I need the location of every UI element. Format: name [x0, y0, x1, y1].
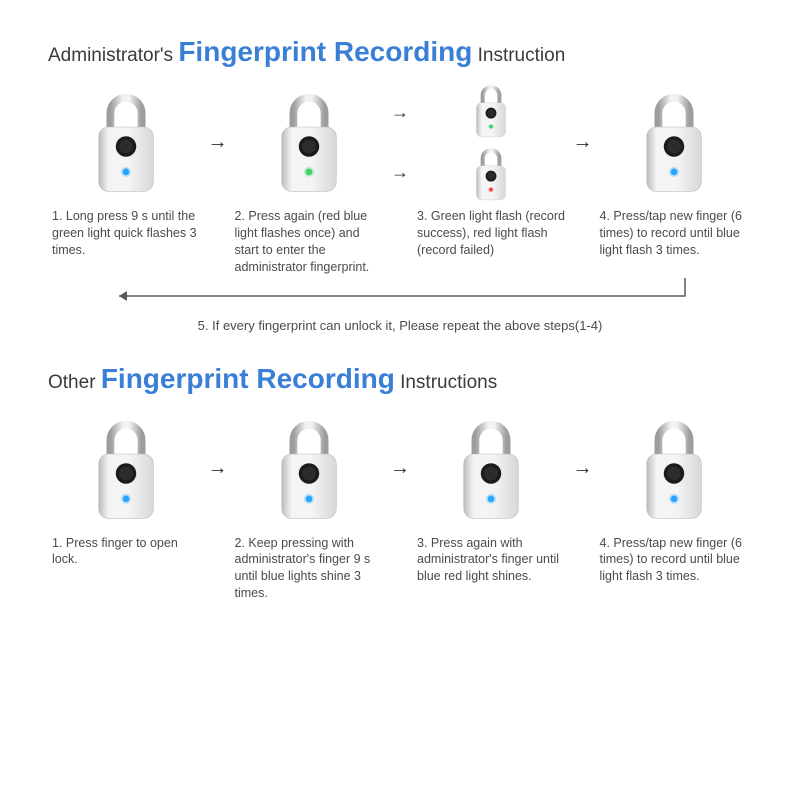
step-caption: 4. Press/tap new finger (6 times) to rec…: [596, 529, 753, 586]
step-caption: 4. Press/tap new finger (6 times) to rec…: [596, 202, 753, 259]
lock-wrap: [467, 82, 515, 202]
step-caption: 3. Green light flash (record success), r…: [413, 202, 570, 259]
lock-wrap: [635, 409, 713, 529]
section2-row: 1. Press finger to open lock. → 2. Keep …: [48, 409, 752, 603]
arrow-icon: →: [391, 102, 409, 123]
section2-heading: Other Fingerprint Recording Instructions: [48, 363, 752, 395]
step-cell-4: 4. Press/tap new finger (6 times) to rec…: [596, 82, 753, 259]
heading-pre: Administrator's: [48, 45, 178, 66]
step-cell-2: 2. Keep pressing with administrator's fi…: [231, 409, 388, 603]
heading-highlight: Fingerprint Recording: [101, 363, 395, 394]
heading-post: Instructions: [395, 372, 497, 393]
step-cell-2: 2. Press again (red blue light flashes o…: [231, 82, 388, 276]
heading-post: Instruction: [472, 45, 565, 66]
padlock-icon: [467, 145, 515, 202]
arrow-icon: →: [205, 82, 231, 202]
lock-wrap: [270, 409, 348, 529]
padlock-icon: [635, 415, 713, 522]
padlock-icon: [270, 88, 348, 195]
padlock-icon: [87, 88, 165, 195]
padlock-icon: [452, 415, 530, 522]
step5-note: 5. If every fingerprint can unlock it, P…: [48, 318, 752, 333]
heading-pre: Other: [48, 372, 101, 393]
step-caption: 3. Press again with administrator's fing…: [413, 529, 570, 586]
step-caption: 2. Keep pressing with administrator's fi…: [231, 529, 388, 603]
arrow-stack-icon: → →: [387, 82, 413, 202]
arrow-icon: →: [570, 82, 596, 202]
arrow-icon: →: [387, 409, 413, 529]
lock-wrap: [635, 82, 713, 202]
arrow-icon: →: [570, 409, 596, 529]
padlock-icon: [635, 88, 713, 195]
padlock-icon: [467, 82, 515, 139]
padlock-icon: [87, 415, 165, 522]
lock-wrap: [87, 82, 165, 202]
lock-wrap: [270, 82, 348, 202]
lock-wrap: [87, 409, 165, 529]
step-cell-3: 3. Press again with administrator's fing…: [413, 409, 570, 586]
step-caption: 2. Press again (red blue light flashes o…: [231, 202, 388, 276]
step-caption: 1. Long press 9 s until the green light …: [48, 202, 205, 259]
step-caption: 1. Press finger to open lock.: [48, 529, 205, 569]
step-cell-4: 4. Press/tap new finger (6 times) to rec…: [596, 409, 753, 586]
padlock-icon: [270, 415, 348, 522]
lock-wrap: [452, 409, 530, 529]
section1-row: 1. Long press 9 s until the green light …: [48, 82, 752, 276]
step-cell-1: 1. Press finger to open lock.: [48, 409, 205, 569]
arrow-icon: →: [391, 162, 409, 183]
arrow-icon: →: [205, 409, 231, 529]
step-cell-1: 1. Long press 9 s until the green light …: [48, 82, 205, 259]
loop-arrow-icon: [105, 276, 695, 304]
step-cell-3: 3. Green light flash (record success), r…: [413, 82, 570, 259]
heading-highlight: Fingerprint Recording: [178, 36, 472, 67]
section1-heading: Administrator's Fingerprint Recording In…: [48, 36, 752, 68]
